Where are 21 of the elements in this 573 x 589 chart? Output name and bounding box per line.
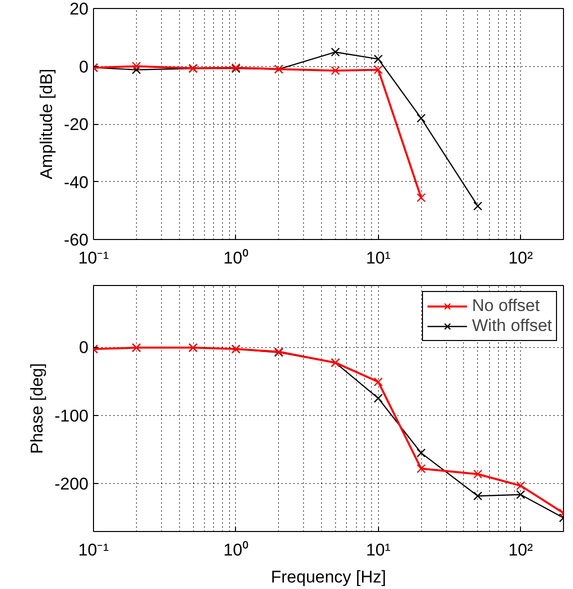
x-tick-label: 10¹ bbox=[366, 248, 391, 268]
x-tick-label: 10² bbox=[508, 248, 534, 268]
x-tick-label: 10⁰ bbox=[223, 540, 248, 560]
x-tick-label: 10¹ bbox=[366, 540, 391, 560]
y-tick-label: -60 bbox=[64, 230, 89, 250]
y-tick-label: -100 bbox=[54, 406, 89, 426]
y-tick-label: 0 bbox=[79, 338, 89, 357]
x-tick-label: 10² bbox=[508, 540, 534, 560]
y-tick-label: 0 bbox=[79, 57, 89, 76]
y-axis-title: Phase [deg] bbox=[27, 363, 46, 454]
y-tick-label: -20 bbox=[64, 115, 89, 134]
x-axis-title: Frequency [Hz] bbox=[270, 568, 386, 586]
y-tick-label: -40 bbox=[64, 172, 89, 192]
x-tick-label: 10⁰ bbox=[223, 248, 248, 268]
legend-label: With offset bbox=[472, 316, 552, 336]
x-tick-label: 10⁻¹ bbox=[78, 248, 110, 268]
legend-label: No offset bbox=[472, 296, 540, 316]
y-tick-label: 20 bbox=[70, 0, 89, 18]
x-tick-label: 10⁻¹ bbox=[78, 540, 110, 560]
y-axis-title: Amplitude [dB] bbox=[36, 68, 56, 180]
y-tick-label: -200 bbox=[54, 474, 89, 494]
